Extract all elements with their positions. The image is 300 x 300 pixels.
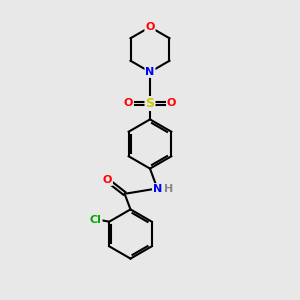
Text: N: N [153,184,162,194]
Text: O: O [145,22,155,32]
Text: O: O [103,175,112,185]
Text: O: O [124,98,133,109]
Text: N: N [146,67,154,77]
Text: H: H [164,184,173,194]
Text: S: S [146,97,154,110]
Text: O: O [167,98,176,109]
Text: Cl: Cl [90,215,102,225]
